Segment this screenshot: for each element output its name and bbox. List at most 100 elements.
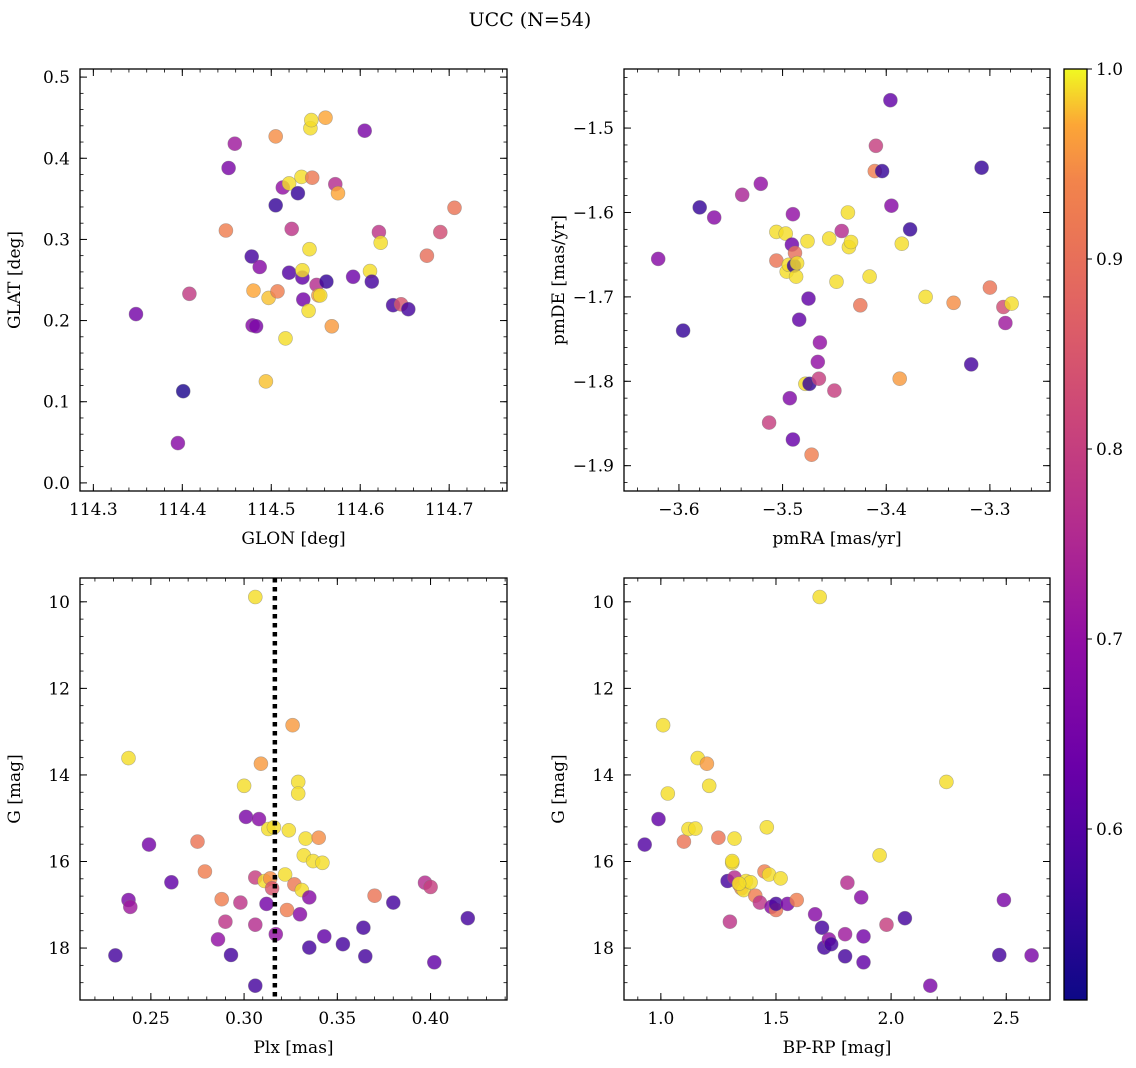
scatter-point: [688, 821, 703, 836]
scatter-point: [141, 837, 157, 852]
scatter-point: [675, 323, 691, 338]
scatter-point: [853, 890, 869, 905]
scatter-point: [637, 837, 653, 852]
scatter-point: [248, 917, 263, 933]
scatter-point: [843, 234, 859, 250]
scatter-point: [385, 895, 401, 910]
colorbar-tick-label: 0.9: [1096, 250, 1123, 270]
y-tick-label: 0.3: [43, 230, 70, 250]
scatter-point: [897, 910, 913, 926]
scatter-point: [108, 948, 123, 963]
y-tick-label: −1.5: [573, 119, 614, 139]
scatter-point: [982, 280, 998, 295]
scatter-point: [319, 274, 334, 289]
panel-plx-g: 0.25 0.30 0.35 0.40 10 12 14 16 18 Plx [mas] G [ma…: [5, 577, 508, 1058]
scatter-point: [432, 224, 448, 240]
scatter-point: [823, 936, 839, 952]
scatter-point: [318, 110, 333, 125]
scatter-point: [279, 902, 295, 918]
scatter-point: [357, 948, 373, 964]
scatter-point: [996, 892, 1012, 908]
scatter-point: [419, 248, 435, 263]
scatter-point: [281, 176, 297, 191]
scatter-point: [290, 185, 306, 201]
scatter-point: [676, 834, 692, 849]
axes-frame: [623, 577, 1051, 1001]
scatter-point: [785, 432, 801, 447]
y-tick-label: 12: [48, 679, 70, 699]
colorbar-frame: [1063, 68, 1088, 1001]
y-tick-label: 0.2: [43, 312, 70, 332]
scatter-point: [801, 291, 816, 306]
scatter-point: [785, 206, 801, 222]
colorbar-tick-label: 1.0: [1096, 60, 1123, 80]
scatter-point: [281, 265, 297, 281]
scatter-point: [811, 371, 827, 387]
scatter-point: [868, 138, 884, 154]
y-axis-label: pmDE [mas/yr]: [549, 215, 569, 345]
scatter-point: [650, 251, 666, 267]
scatter-point: [356, 920, 371, 936]
scatter-point: [852, 297, 868, 313]
y-axis-label: G [mag]: [549, 754, 569, 823]
scatter-point: [345, 269, 361, 285]
y-axis-label: GLAT [deg]: [5, 231, 25, 329]
scatter-point: [1024, 948, 1039, 963]
scatter-point: [660, 786, 676, 801]
scatter-point: [246, 283, 261, 298]
scatter-point: [301, 940, 317, 955]
scatter-point: [856, 954, 871, 970]
scatter-point: [214, 891, 229, 907]
scatter-point: [862, 269, 877, 284]
scatter-point: [218, 223, 234, 238]
scatter-points: [108, 589, 476, 994]
colorbar-tick-label: 0.7: [1096, 630, 1123, 650]
scatter-point: [834, 223, 850, 239]
scatter-point: [692, 200, 708, 215]
scatter-point: [800, 233, 815, 249]
scatter-point: [170, 435, 186, 451]
y-tick-label: 0.0: [43, 474, 70, 494]
x-tick-label: 1.0: [647, 1009, 674, 1029]
scatter-point: [731, 876, 747, 891]
axes-frame: [79, 68, 508, 492]
scatter-point: [304, 170, 320, 185]
scatter-point: [829, 274, 844, 290]
scatter-point: [221, 160, 236, 176]
scatter-point: [874, 163, 890, 179]
scatter-point: [883, 92, 898, 108]
x-axis-label: GLON [deg]: [241, 529, 345, 549]
scatter-point: [789, 892, 805, 908]
x-tick-label: 0.35: [318, 1009, 356, 1029]
colorbar: 0.6 0.7 0.8 0.9 1.0: [1063, 60, 1123, 1001]
scatter-point: [302, 241, 317, 257]
scatter-point: [278, 331, 293, 346]
scatter-point: [268, 198, 284, 213]
panel-pmra-pmde: −3.6 −3.5 −3.4 −3.3 −1.9 −1.8 −1.7 −1.6 −1.5 pmRA…: [549, 68, 1051, 549]
scatter-point: [789, 255, 805, 271]
scatter-point: [252, 259, 268, 275]
scatter-point: [872, 848, 887, 863]
x-tick-label: 114.4: [158, 500, 207, 520]
y-tick-label: 0.1: [43, 393, 70, 413]
scatter-point: [324, 318, 340, 334]
scatter-point: [197, 864, 213, 879]
scatter-point: [902, 222, 918, 237]
y-tick-label: 10: [48, 593, 70, 613]
scatter-point: [946, 295, 961, 311]
scatter-point: [281, 822, 297, 838]
scatter-point: [701, 778, 717, 794]
y-tick-label: −1.8: [573, 372, 614, 392]
x-tick-label: 0.40: [412, 1009, 450, 1029]
scatter-point: [939, 774, 954, 790]
x-tick-label: 0.30: [225, 1009, 263, 1029]
scatter-point: [706, 210, 722, 225]
scatter-point: [301, 303, 316, 319]
scatter-point: [259, 896, 274, 912]
y-tick-label: 14: [48, 766, 70, 786]
scatter-point: [128, 306, 144, 322]
x-axis-label: pmRA [mas/yr]: [772, 529, 901, 549]
scatter-point: [244, 249, 259, 264]
x-axis-label: Plx [mas]: [253, 1038, 333, 1058]
scatter-point: [238, 809, 254, 825]
